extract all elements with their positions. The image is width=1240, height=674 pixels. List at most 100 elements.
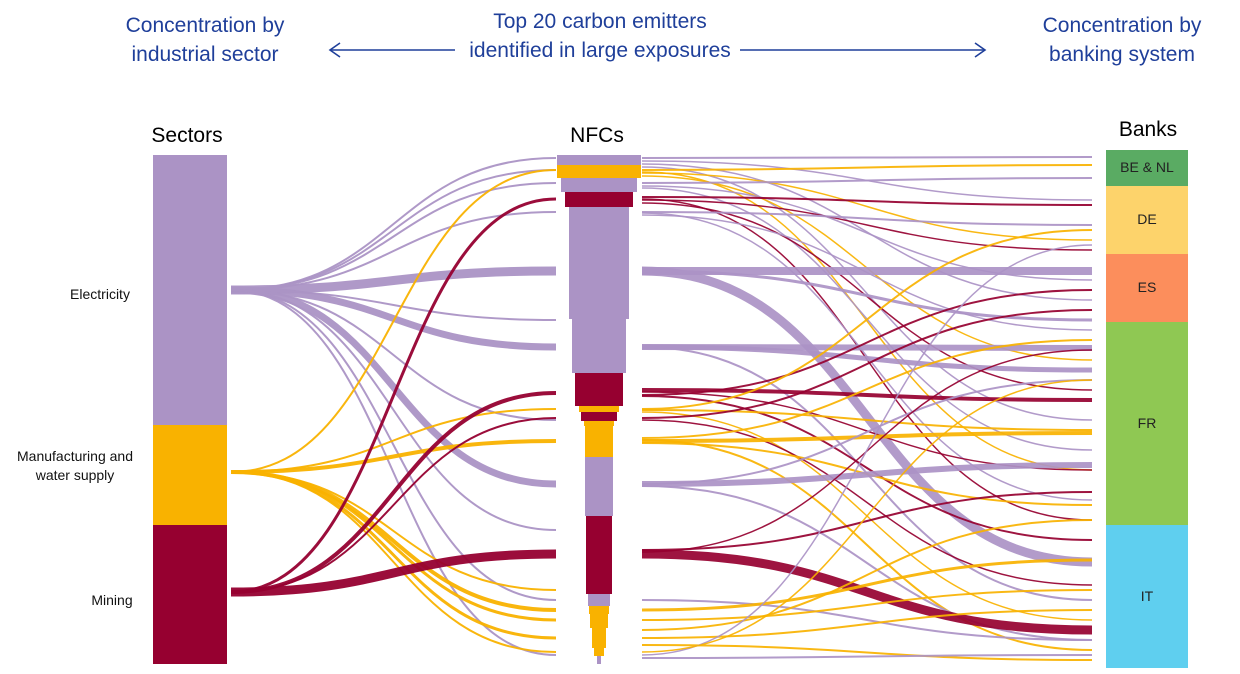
flow-nfc-bank-29 xyxy=(641,409,1093,431)
flow-nfc-bank-31 xyxy=(641,309,1093,419)
flow-sector-nfc-12 xyxy=(230,169,557,473)
nfc-segment-7 xyxy=(575,373,623,406)
bank-bar-0 xyxy=(1106,150,1188,186)
bank-bar-2 xyxy=(1106,254,1188,322)
bank-label-2: ES xyxy=(1137,279,1157,295)
flow-nfc-bank-22 xyxy=(641,344,1093,373)
nfc-segment-19 xyxy=(597,656,601,664)
bank-label-1: DE xyxy=(1137,211,1157,227)
sector-to-nfc-flows xyxy=(230,157,557,656)
flow-nfc-bank-0 xyxy=(641,156,1093,159)
flow-nfc-bank-5 xyxy=(641,172,1093,241)
flow-nfc-bank-41 xyxy=(641,491,1093,551)
flow-sector-nfc-21 xyxy=(230,391,557,594)
flow-nfc-bank-26 xyxy=(641,395,1093,541)
header-top-emitters: Top 20 carbon emitters identified in lar… xyxy=(469,10,731,62)
flow-nfc-bank-44 xyxy=(641,558,1093,612)
flow-sector-nfc-23 xyxy=(230,549,557,597)
nfc-segment-12 xyxy=(585,457,613,516)
flow-nfc-bank-46 xyxy=(641,519,1093,631)
nfc-segment-0 xyxy=(557,155,641,165)
column-title-nfcs: NFCs xyxy=(570,124,624,147)
nfc-segment-3 xyxy=(565,192,633,207)
flow-nfc-bank-39 xyxy=(641,485,1093,641)
header-sector-concentration: Concentration by industrial sector xyxy=(125,14,285,66)
sector-label-electricity: Electricity xyxy=(70,286,130,302)
flow-nfc-bank-47 xyxy=(641,609,1093,639)
flow-nfc-bank-34 xyxy=(641,339,1093,439)
nfc-segment-5 xyxy=(569,219,629,319)
flow-nfc-bank-45 xyxy=(641,589,1093,621)
flow-nfc-bank-37 xyxy=(641,462,1093,487)
column-title-banks: Banks xyxy=(1118,118,1178,141)
nfc-segment-11 xyxy=(585,426,613,457)
flow-sector-nfc-6 xyxy=(230,286,557,488)
flow-nfc-bank-12 xyxy=(641,199,1093,251)
column-title-sectors: Sectors xyxy=(151,124,223,147)
flow-nfc-bank-49 xyxy=(641,244,1093,656)
bank-bars xyxy=(1106,150,1188,668)
flow-nfc-bank-15 xyxy=(641,211,1093,226)
nfc-segment-13 xyxy=(586,516,612,594)
flow-nfc-bank-7 xyxy=(641,171,1093,471)
sector-label-mining: Mining xyxy=(91,592,133,608)
sector-bar-mining xyxy=(153,525,227,664)
bank-bar-1 xyxy=(1106,186,1188,254)
nfc-segment-8 xyxy=(579,406,619,412)
right-arrow xyxy=(740,42,987,58)
nfc-segment-17 xyxy=(592,628,606,648)
flow-sector-nfc-18 xyxy=(230,471,557,653)
flow-nfc-bank-38 xyxy=(641,379,1093,485)
flow-nfc-bank-20 xyxy=(641,269,1093,322)
header-banking-concentration: Concentration by banking system xyxy=(1042,14,1202,66)
nfc-segment-15 xyxy=(589,606,609,614)
flow-sector-nfc-11 xyxy=(230,289,557,531)
flow-nfc-bank-8 xyxy=(641,177,1093,184)
flow-nfc-bank-48 xyxy=(641,644,1093,661)
flow-nfc-bank-19 xyxy=(641,266,1093,567)
nfc-segment-10 xyxy=(584,421,614,426)
bank-label-3: FR xyxy=(1137,414,1157,431)
flow-sector-nfc-9 xyxy=(230,289,557,321)
flow-nfc-bank-43 xyxy=(641,599,1093,641)
flow-sector-nfc-4 xyxy=(230,266,557,295)
sector-label-manufacturing: Manufacturing and water supply xyxy=(17,448,133,483)
left-arrow xyxy=(328,42,455,58)
bank-label-0: BE & NL xyxy=(1120,159,1174,175)
bank-label-4: IT xyxy=(1140,587,1154,604)
sector-bar-electricity xyxy=(153,155,227,425)
nfc-segment-14 xyxy=(588,594,610,606)
flow-nfc-bank-40 xyxy=(641,549,1093,635)
nfc-bars xyxy=(557,155,641,664)
flow-sector-nfc-22 xyxy=(230,417,557,593)
flow-sector-nfc-20 xyxy=(230,197,557,594)
sector-bars xyxy=(153,155,227,664)
bank-bar-3 xyxy=(1106,322,1188,525)
flow-nfc-bank-3 xyxy=(641,166,1093,421)
flow-sector-nfc-8 xyxy=(230,289,557,656)
nfc-segment-9 xyxy=(581,412,617,421)
nfc-segment-2 xyxy=(561,178,637,192)
nfc-segment-6 xyxy=(572,319,626,373)
nfc-segment-16 xyxy=(590,614,608,628)
flow-sector-nfc-5 xyxy=(230,286,557,351)
nfc-segment-1 xyxy=(557,165,641,178)
flow-nfc-bank-51 xyxy=(641,379,1093,653)
flow-sector-nfc-14 xyxy=(230,439,557,474)
flow-nfc-bank-28 xyxy=(641,229,1093,410)
flow-nfc-bank-50 xyxy=(641,654,1093,659)
nfc-segment-18 xyxy=(594,648,604,656)
flow-nfc-bank-33 xyxy=(641,431,1093,443)
flow-nfc-bank-32 xyxy=(641,419,1093,586)
flow-nfc-bank-4 xyxy=(641,164,1093,171)
bank-bar-4 xyxy=(1106,525,1188,668)
nfc-segment-4 xyxy=(569,207,629,219)
flow-sector-nfc-19 xyxy=(230,471,557,591)
nfc-to-bank-flows xyxy=(641,156,1093,661)
flow-nfc-bank-25 xyxy=(641,289,1093,396)
flow-nfc-bank-11 xyxy=(641,196,1093,206)
flow-nfc-bank-2 xyxy=(641,163,1093,301)
flow-sector-nfc-10 xyxy=(230,289,557,421)
sector-bar-manufacturing xyxy=(153,425,227,525)
